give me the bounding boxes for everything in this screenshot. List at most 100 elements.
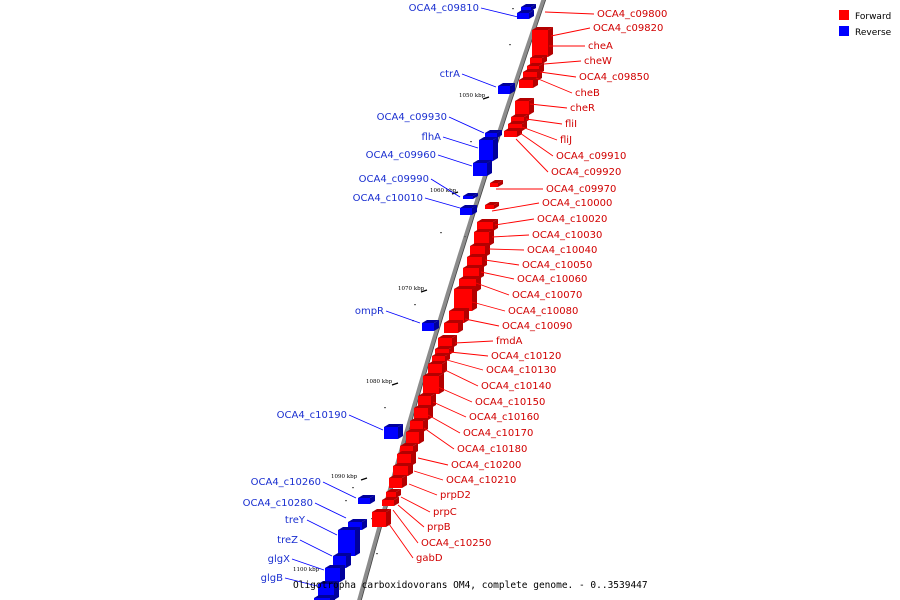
gene-label-oca4-c10020[interactable]: OCA4_c10020 bbox=[537, 214, 607, 225]
reverse-gene-feature[interactable] bbox=[498, 83, 515, 94]
gene-label-oca4-c10190[interactable]: OCA4_c10190 bbox=[277, 410, 347, 421]
gene-label-oca4-c09850[interactable]: OCA4_c09850 bbox=[579, 72, 649, 83]
gene-label-prpd2[interactable]: prpD2 bbox=[440, 490, 471, 501]
leader-line bbox=[544, 11, 595, 15]
gene-label-oca4-c10280[interactable]: OCA4_c10280 bbox=[243, 498, 313, 509]
reverse-gene-feature[interactable] bbox=[384, 424, 403, 439]
forward-gene-feature[interactable] bbox=[410, 418, 428, 432]
forward-gene-feature[interactable] bbox=[511, 114, 529, 123]
forward-gene-feature[interactable] bbox=[389, 475, 407, 488]
gene-label-oca4-c09930[interactable]: OCA4_c09930 bbox=[377, 112, 447, 123]
forward-gene-feature[interactable] bbox=[393, 463, 413, 476]
gene-label-oca4-c10170[interactable]: OCA4_c10170 bbox=[463, 428, 533, 439]
gene-label-flha[interactable]: flhA bbox=[422, 132, 442, 143]
gene-label-oca4-c10090[interactable]: OCA4_c10090 bbox=[502, 321, 572, 332]
gene-label-oca4-c10000[interactable]: OCA4_c10000 bbox=[542, 198, 612, 209]
gene-label-chea[interactable]: cheA bbox=[588, 41, 613, 52]
forward-gene-feature[interactable] bbox=[504, 128, 522, 137]
gene-label-oca4-c10130[interactable]: OCA4_c10130 bbox=[486, 365, 556, 376]
gene-label-oca4-c09810[interactable]: OCA4_c09810 bbox=[409, 3, 479, 14]
forward-gene-feature[interactable] bbox=[515, 98, 534, 115]
gene-label-chew[interactable]: cheW bbox=[584, 56, 612, 67]
gene-label-oca4-c09910[interactable]: OCA4_c09910 bbox=[556, 151, 626, 162]
gene-label-oca4-c10140[interactable]: OCA4_c10140 bbox=[481, 381, 551, 392]
gene-label-glgb[interactable]: glgB bbox=[261, 573, 283, 584]
gene-label-oca4-c10050[interactable]: OCA4_c10050 bbox=[522, 260, 592, 271]
forward-gene-feature[interactable] bbox=[490, 180, 503, 187]
leader-line bbox=[448, 116, 485, 134]
gene-label-cher[interactable]: cheR bbox=[570, 103, 595, 114]
gene-label-cheb[interactable]: cheB bbox=[575, 88, 600, 99]
gene-label-trey[interactable]: treY bbox=[285, 515, 306, 526]
forward-gene-feature[interactable] bbox=[406, 429, 424, 444]
leader-line-layer bbox=[284, 7, 595, 587]
reverse-gene-feature[interactable] bbox=[460, 205, 477, 215]
forward-gene-feature[interactable] bbox=[423, 373, 444, 394]
reverse-gene-feature[interactable] bbox=[463, 193, 478, 199]
gene-label-oca4-c09800[interactable]: OCA4_c09800 bbox=[597, 9, 667, 20]
reverse-gene-feature[interactable] bbox=[314, 595, 335, 600]
forward-gene-feature[interactable] bbox=[470, 243, 490, 257]
legend: Forward Reverse bbox=[839, 10, 892, 38]
forward-gene-feature[interactable] bbox=[372, 509, 391, 527]
gene-label-ompr[interactable]: ompR bbox=[355, 306, 384, 317]
forward-gene-feature[interactable] bbox=[428, 361, 447, 374]
reverse-gene-feature[interactable] bbox=[479, 137, 498, 161]
reverse-gene-feature[interactable] bbox=[517, 10, 534, 19]
reverse-gene-feature[interactable] bbox=[485, 130, 502, 138]
forward-gene-feature[interactable] bbox=[474, 229, 494, 246]
gene-label-oca4-c10210[interactable]: OCA4_c10210 bbox=[446, 475, 516, 486]
forward-gene-feature[interactable] bbox=[530, 55, 547, 64]
gene-label-flii[interactable]: fliI bbox=[565, 119, 577, 130]
gene-label-oca4-c09970[interactable]: OCA4_c09970 bbox=[546, 184, 616, 195]
minor-tick bbox=[345, 500, 347, 502]
gene-label-gabd[interactable]: gabD bbox=[416, 553, 443, 564]
gene-label-oca4-c10260[interactable]: OCA4_c10260 bbox=[251, 477, 321, 488]
forward-gene-feature[interactable] bbox=[444, 320, 463, 333]
forward-gene-feature[interactable] bbox=[467, 254, 487, 268]
gene-label-flij[interactable]: fliJ bbox=[560, 135, 572, 146]
forward-gene-feature[interactable] bbox=[414, 405, 433, 420]
forward-gene-feature[interactable] bbox=[432, 353, 450, 362]
gene-label-fmda[interactable]: fmdA bbox=[496, 336, 523, 347]
reverse-gene-feature[interactable] bbox=[422, 320, 439, 331]
leader-line bbox=[424, 197, 461, 209]
gene-label-oca4-c09920[interactable]: OCA4_c09920 bbox=[551, 167, 621, 178]
gene-label-glgx[interactable]: glgX bbox=[268, 554, 290, 565]
gene-label-oca4-c09990[interactable]: OCA4_c09990 bbox=[359, 174, 429, 185]
gene-label-oca4-c10010[interactable]: OCA4_c10010 bbox=[353, 193, 423, 204]
reverse-gene-feature[interactable] bbox=[358, 495, 375, 504]
forward-gene-feature[interactable] bbox=[454, 286, 477, 311]
forward-gene-feature[interactable] bbox=[485, 202, 499, 209]
gene-label-oca4-c10070[interactable]: OCA4_c10070 bbox=[512, 290, 582, 301]
gene-label-oca4-c10080[interactable]: OCA4_c10080 bbox=[508, 306, 578, 317]
forward-gene-feature[interactable] bbox=[382, 497, 399, 506]
reverse-gene-feature[interactable] bbox=[473, 160, 492, 176]
gene-label-prpc[interactable]: prpC bbox=[433, 507, 457, 518]
gene-label-oca4-c10250[interactable]: OCA4_c10250 bbox=[421, 538, 491, 549]
gene-label-oca4-c10120[interactable]: OCA4_c10120 bbox=[491, 351, 561, 362]
reverse-gene-feature[interactable] bbox=[325, 565, 345, 582]
leader-line bbox=[461, 73, 497, 88]
gene-label-oca4-c10040[interactable]: OCA4_c10040 bbox=[527, 245, 597, 256]
reverse-gene-feature[interactable] bbox=[348, 519, 367, 530]
gene-label-oca4-c09820[interactable]: OCA4_c09820 bbox=[593, 23, 663, 34]
gene-label-ctra[interactable]: ctrA bbox=[440, 69, 461, 80]
gene-label-oca4-c09960[interactable]: OCA4_c09960 bbox=[366, 150, 436, 161]
reverse-gene-feature[interactable] bbox=[521, 4, 536, 11]
gene-label-oca4-c10180[interactable]: OCA4_c10180 bbox=[457, 444, 527, 455]
gene-label-oca4-c10060[interactable]: OCA4_c10060 bbox=[517, 274, 587, 285]
gene-label-trez[interactable]: treZ bbox=[277, 535, 298, 546]
forward-gene-feature[interactable] bbox=[519, 77, 538, 88]
gene-label-prpb[interactable]: prpB bbox=[427, 522, 451, 533]
forward-gene-feature[interactable] bbox=[438, 335, 457, 348]
reverse-gene-feature[interactable] bbox=[338, 527, 360, 556]
gene-label-oca4-c10160[interactable]: OCA4_c10160 bbox=[469, 412, 539, 423]
gene-label-oca4-c10030[interactable]: OCA4_c10030 bbox=[532, 230, 602, 241]
leader-line bbox=[449, 351, 489, 357]
forward-gene-feature[interactable] bbox=[386, 489, 401, 498]
gene-label-oca4-c10200[interactable]: OCA4_c10200 bbox=[451, 460, 521, 471]
gene-label-oca4-c10150[interactable]: OCA4_c10150 bbox=[475, 397, 545, 408]
forward-gene-feature[interactable] bbox=[435, 346, 454, 355]
forward-gene-feature[interactable] bbox=[532, 27, 553, 57]
